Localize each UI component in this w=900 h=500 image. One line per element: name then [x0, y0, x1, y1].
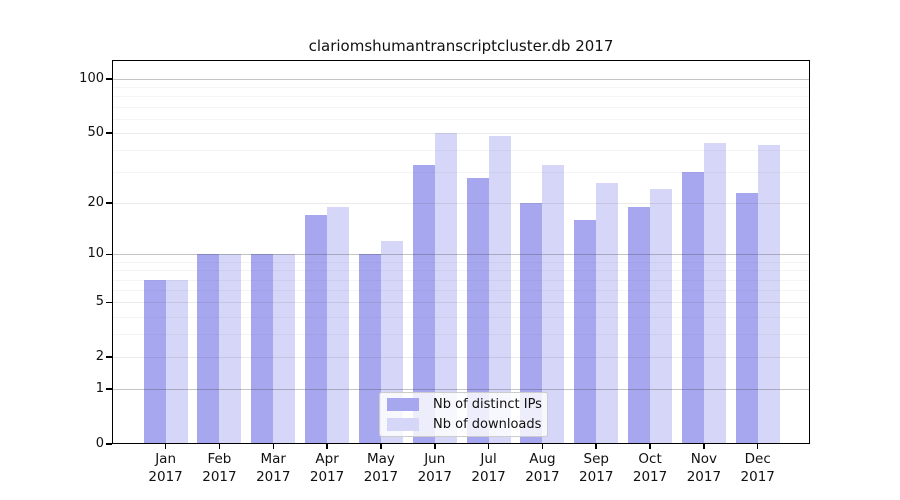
bar-mar-downloads [273, 254, 296, 444]
x-tick-mark [272, 444, 274, 449]
chart-title: clariomshumantranscriptcluster.db 2017 [308, 37, 614, 55]
bars-layer [112, 60, 810, 444]
y-tick-mark [106, 78, 112, 80]
x-tick-label-jun: Jun 2017 [417, 451, 452, 485]
y-tick-label-10: 10 [87, 246, 104, 262]
legend-label-distinct-ips: Nb of distinct IPs [433, 397, 542, 412]
bar-dec-distinct-ips [735, 192, 758, 444]
x-tick-mark [380, 444, 382, 449]
x-tick-label-dec: Dec 2017 [740, 451, 775, 485]
x-tick-mark [326, 444, 328, 449]
x-tick-mark [434, 444, 436, 449]
bar-jan-distinct-ips [143, 279, 166, 444]
legend-item-distinct-ips: Nb of distinct IPs [387, 397, 547, 412]
legend: Nb of distinct IPs Nb of downloads [379, 392, 548, 437]
bar-aug-downloads [542, 165, 565, 444]
x-tick-label-jul: Jul 2017 [471, 451, 506, 485]
legend-label-downloads: Nb of downloads [433, 417, 542, 432]
x-tick-label-aug: Aug 2017 [525, 451, 560, 485]
x-tick-label-sep: Sep 2017 [579, 451, 614, 485]
bar-apr-distinct-ips [305, 215, 328, 444]
x-tick-label-mar: Mar 2017 [256, 451, 291, 485]
legend-swatch-downloads [387, 418, 419, 431]
legend-swatch-distinct-ips [387, 398, 419, 411]
x-tick-mark [756, 444, 759, 449]
x-tick-mark [487, 444, 490, 449]
y-tick-label-5: 5 [95, 294, 104, 310]
x-tick-label-feb: Feb 2017 [202, 451, 237, 485]
y-tick-mark [106, 356, 112, 358]
bar-jan-downloads [165, 279, 188, 444]
bar-sep-downloads [596, 183, 619, 444]
bar-oct-downloads [650, 189, 673, 444]
x-tick-label-may: May 2017 [363, 451, 399, 485]
y-tick-mark [106, 202, 112, 204]
y-tick-label-2: 2 [95, 349, 104, 365]
bar-sep-distinct-ips [574, 219, 597, 444]
x-tick-mark [218, 444, 221, 449]
bar-feb-distinct-ips [197, 254, 220, 444]
bar-oct-distinct-ips [628, 207, 651, 444]
y-tick-mark [106, 132, 112, 134]
bar-jun-downloads [434, 132, 457, 444]
bar-jun-distinct-ips [412, 165, 435, 444]
y-tick-label-50: 50 [87, 124, 104, 140]
x-tick-label-jan: Jan 2017 [148, 451, 183, 485]
bar-jul-downloads [488, 136, 511, 444]
y-tick-mark [106, 253, 112, 256]
x-tick-label-apr: Apr 2017 [309, 451, 345, 485]
y-tick-label-20: 20 [87, 195, 104, 211]
plot-area [112, 60, 810, 444]
x-tick-mark [541, 444, 544, 449]
bar-nov-downloads [703, 142, 726, 444]
bar-dec-downloads [757, 144, 780, 444]
x-tick-mark [595, 444, 597, 449]
bar-nov-distinct-ips [681, 172, 704, 444]
bar-jul-distinct-ips [466, 177, 489, 444]
legend-item-downloads: Nb of downloads [387, 417, 547, 432]
x-tick-mark [649, 444, 651, 449]
y-tick-mark [106, 443, 112, 445]
bar-aug-distinct-ips [520, 203, 543, 444]
bar-apr-downloads [327, 207, 350, 444]
bar-mar-distinct-ips [251, 254, 274, 444]
y-tick-label-0: 0 [95, 436, 104, 451]
x-tick-label-oct: Oct 2017 [632, 451, 668, 485]
x-tick-mark [703, 444, 705, 449]
bar-may-distinct-ips [358, 254, 381, 444]
y-tick-mark [106, 388, 112, 390]
y-tick-label-1: 1 [95, 381, 104, 397]
y-tick-label-100: 100 [79, 70, 104, 86]
bar-feb-downloads [219, 254, 242, 444]
y-tick-mark [106, 301, 112, 304]
x-tick-label-nov: Nov 2017 [686, 451, 722, 485]
x-tick-mark [164, 444, 167, 449]
